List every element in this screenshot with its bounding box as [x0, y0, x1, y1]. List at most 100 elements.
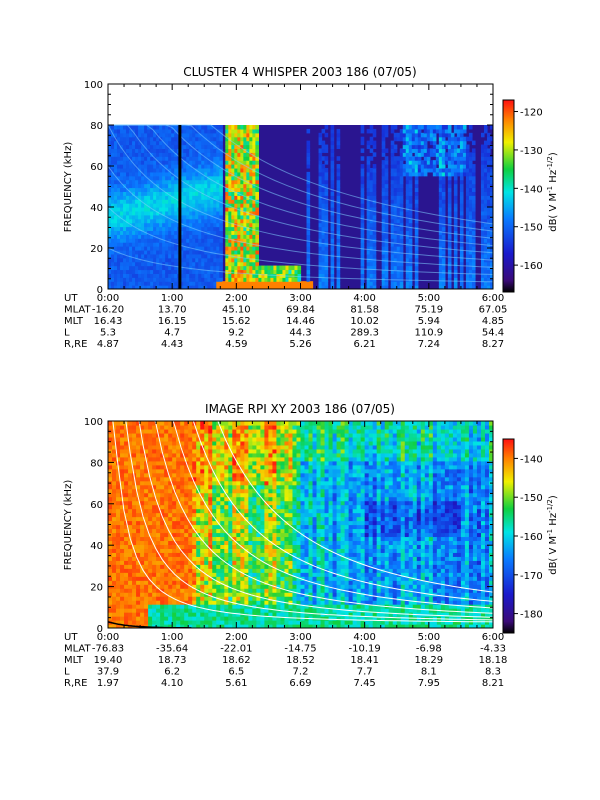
spectrogram-cell — [188, 440, 193, 446]
spectrogram-cell — [336, 277, 341, 282]
spectrogram-cell — [112, 608, 117, 613]
spectrogram-cell — [465, 175, 470, 181]
spectrogram-cell — [306, 179, 311, 185]
spectrogram-cell — [184, 624, 189, 628]
spectrogram-cell — [465, 285, 470, 289]
spectrogram-cell — [120, 249, 124, 255]
spectrogram-cell — [168, 472, 173, 478]
spectrogram-cell — [129, 265, 133, 271]
spectrogram-cell — [468, 226, 473, 232]
spectrogram-cell — [480, 265, 485, 271]
spectrogram-cell — [306, 257, 311, 263]
spectrogram-cell — [138, 273, 142, 278]
spectrogram-cell — [192, 572, 197, 577]
spectrogram-cell — [210, 187, 214, 192]
spectrogram-cell — [234, 144, 238, 150]
harmonic-trace — [108, 124, 493, 247]
spectrogram-cell — [153, 261, 157, 267]
spectrogram-cell — [192, 496, 197, 502]
spectrogram-cell — [136, 452, 141, 458]
ephemeris-value: 6:00 — [482, 293, 504, 304]
spectrogram-cell — [414, 285, 419, 289]
spectrogram-cell — [124, 596, 129, 601]
spectrogram-cell — [225, 156, 229, 161]
spectrogram-cell — [360, 253, 365, 259]
spectrogram-cell — [438, 230, 443, 235]
spectrogram-cell — [372, 281, 377, 286]
spectrogram-cell — [468, 156, 473, 161]
spectrogram-cell — [136, 444, 141, 450]
spectrogram-cell — [252, 222, 256, 228]
spectrogram-cell — [164, 580, 169, 585]
spectrogram-cell — [196, 536, 201, 542]
spectrogram-cell — [234, 195, 238, 200]
spectrogram-cell — [246, 156, 250, 161]
ephemeris-value: 5.3 — [100, 328, 116, 339]
spectrogram-cell — [186, 136, 190, 142]
spectrogram-cell — [124, 548, 129, 553]
spectrogram-cell — [180, 285, 184, 289]
spectrogram-cell — [156, 476, 161, 482]
spectrogram-cell — [200, 600, 205, 605]
spectrogram-cell — [408, 132, 413, 138]
spectrogram-cell — [156, 249, 160, 255]
spectrogram-cell — [201, 230, 205, 235]
spectrogram-cell — [128, 500, 133, 506]
spectrogram-cell — [372, 265, 377, 271]
spectrogram-cell — [195, 140, 199, 146]
spectrogram-cell — [132, 560, 137, 565]
spectrogram-cell — [196, 500, 201, 506]
harmonic-trace — [108, 165, 493, 268]
spectrogram-cell — [213, 218, 217, 224]
spectrogram-cell — [111, 136, 115, 142]
spectrogram-cell — [111, 132, 115, 138]
spectrogram-cell — [234, 257, 238, 263]
spectrogram-cell — [123, 222, 127, 228]
spectrogram-cell — [471, 191, 476, 196]
spectrogram-cell — [249, 265, 253, 271]
spectrogram-cell — [135, 125, 139, 130]
spectrogram-cell — [132, 273, 136, 278]
spectrogram-cell — [405, 226, 410, 232]
spectrogram-cell — [162, 128, 166, 134]
spectrogram-cell — [168, 440, 173, 446]
spectrogram-cell — [324, 269, 329, 274]
spectrogram-cell — [441, 187, 446, 192]
spectrogram-cell — [321, 140, 326, 146]
spectrogram-cell — [393, 234, 398, 239]
spectrogram-cell — [152, 556, 157, 561]
spectrogram-cell — [483, 152, 488, 157]
spectrogram-cell — [456, 160, 461, 165]
spectrogram-cell — [132, 191, 136, 196]
spectrogram-cell — [453, 207, 458, 212]
spectrogram-cell — [140, 456, 145, 462]
spectrogram-cell — [198, 242, 202, 247]
spectrogram-cell — [171, 273, 175, 278]
spectrogram-cell — [468, 183, 473, 189]
spectrogram-cell — [114, 144, 118, 150]
spectrogram-cell — [252, 261, 256, 267]
spectrogram-cell — [128, 576, 133, 581]
spectrogram-cell — [162, 277, 166, 282]
spectrogram-cell — [297, 277, 302, 282]
spectrogram-cell — [112, 504, 117, 510]
spectrogram-cell — [189, 175, 193, 181]
spectrogram-cell — [148, 472, 153, 478]
spectrogram-cell — [183, 187, 187, 192]
spectrogram-cell — [180, 592, 185, 597]
spectrogram-cell — [148, 588, 153, 593]
spectrogram-cell — [180, 516, 185, 522]
spectrogram-cell — [243, 171, 247, 177]
spectrogram-cell — [405, 175, 410, 181]
spectrogram-cell — [444, 156, 449, 161]
spectrogram-cell — [120, 624, 125, 628]
spectrogram-cell — [111, 230, 115, 235]
spectrogram-cell — [144, 508, 149, 514]
spectrogram-cell — [390, 183, 395, 189]
spectrogram-cell — [255, 230, 259, 235]
spectrogram-cell — [135, 273, 139, 278]
spectrogram-cell — [243, 249, 247, 255]
spectrogram-cell — [480, 273, 485, 278]
spectrogram-cell — [219, 257, 223, 263]
spectrogram-cell — [213, 160, 217, 165]
